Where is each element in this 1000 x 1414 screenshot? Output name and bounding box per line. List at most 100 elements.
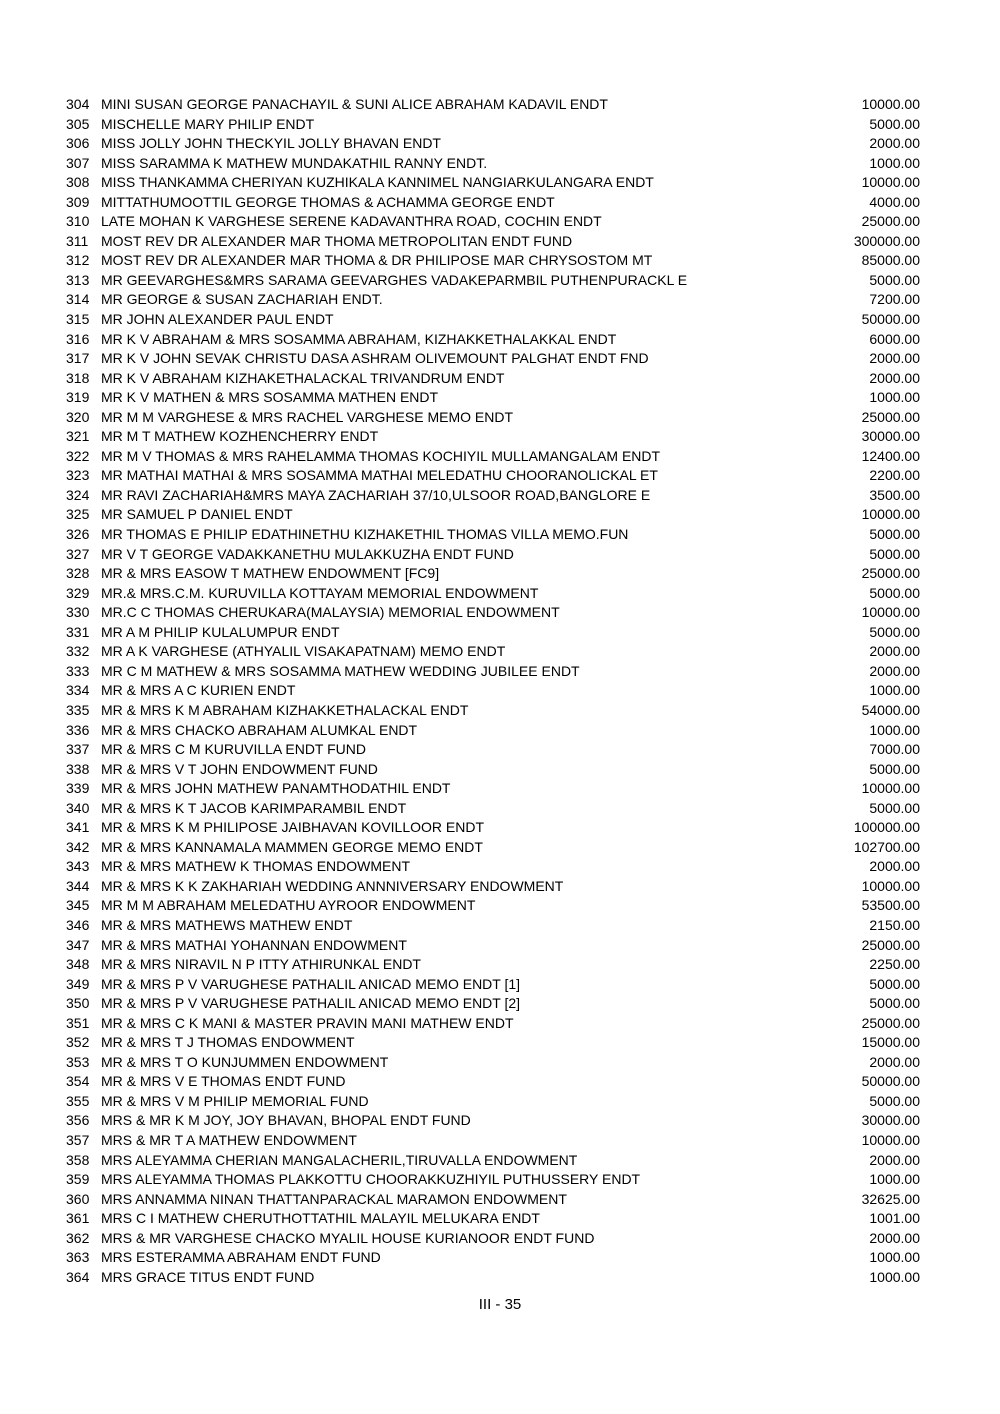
item-name: MR K V JOHN SEVAK CHRISTU DASA ASHRAM OL… xyxy=(101,350,649,367)
item-name: MR & MRS V M PHILIP MEMORIAL FUND xyxy=(101,1092,369,1109)
item-amount: 7200.00 xyxy=(869,291,920,308)
item-amount: 25000.00 xyxy=(861,1014,920,1031)
list-item: 329 MR.& MRS.C.M. KURUVILLA KOTTAYAM MEMO… xyxy=(0,584,1000,604)
item-number: 311 xyxy=(66,232,89,249)
item-number: 328 xyxy=(66,565,90,582)
item-name: MR MATHAI MATHAI & MRS SOSAMMA MATHAI ME… xyxy=(101,467,658,484)
item-number: 312 xyxy=(66,252,90,269)
item-number: 351 xyxy=(66,1014,90,1031)
item-number: 353 xyxy=(66,1053,90,1070)
item-name: MR M M ABRAHAM MELEDATHU AYROOR ENDOWMEN… xyxy=(101,897,476,914)
item-number: 325 xyxy=(66,506,90,523)
item-name: MITTATHUMOOTTIL GEORGE THOMAS & ACHAMMA … xyxy=(101,193,555,210)
item-name: MR K V ABRAHAM KIZHAKETHALACKAL TRIVANDR… xyxy=(101,369,505,386)
list-item: 360 MRS ANNAMMA NINAN THATTANPARACKAL MAR… xyxy=(0,1190,1000,1210)
item-amount: 2200.00 xyxy=(869,467,920,484)
list-item: 345 MR M M ABRAHAM MELEDATHU AYROOR ENDOW… xyxy=(0,896,1000,916)
list-item: 306 MISS JOLLY JOHN THECKYIL JOLLY BHAVAN… xyxy=(0,134,1000,154)
page-number: III - 35 xyxy=(478,1296,522,1313)
item-name: MR & MRS K T JACOB KARIMPARAMBIL ENDT xyxy=(101,799,407,816)
item-name: MISS JOLLY JOHN THECKYIL JOLLY BHAVAN EN… xyxy=(101,135,441,152)
item-number: 341 xyxy=(66,819,90,836)
item-number: 308 xyxy=(66,174,90,191)
item-number: 320 xyxy=(66,408,90,425)
list-item: 305 MISCHELLE MARY PHILIP ENDT 5000.00 xyxy=(0,115,1000,135)
list-item: 312 MOST REV DR ALEXANDER MAR THOMA & DR … xyxy=(0,251,1000,271)
item-name: MRS & MR VARGHESE CHACKO MYALIL HOUSE KU… xyxy=(101,1229,595,1246)
item-name: MR M M VARGHESE & MRS RACHEL VARGHESE ME… xyxy=(101,408,514,425)
list-item: 311 MOST REV DR ALEXANDER MAR THOMA METRO… xyxy=(0,232,1000,252)
item-name: MR & MRS EASOW T MATHEW ENDOWMENT [FC9] xyxy=(101,565,440,582)
item-number: 323 xyxy=(66,467,90,484)
item-amount: 100000.00 xyxy=(853,819,920,836)
item-amount: 5000.00 xyxy=(869,115,920,132)
list-item: 315 MR JOHN ALEXANDER PAUL ENDT 50000.00 xyxy=(0,310,1000,330)
item-amount: 10000.00 xyxy=(861,96,920,112)
item-amount: 10000.00 xyxy=(861,780,920,797)
list-item: 335 MR & MRS K M ABRAHAM KIZHAKKETHALACKA… xyxy=(0,701,1000,721)
item-number: 354 xyxy=(66,1073,90,1090)
list-item: 364 MRS GRACE TITUS ENDT FUND 1000.00 xyxy=(0,1268,1000,1288)
item-number: 326 xyxy=(66,526,90,543)
item-number: 309 xyxy=(66,193,90,210)
item-amount: 5000.00 xyxy=(869,760,920,777)
item-name: MRS & MR T A MATHEW ENDOWMENT xyxy=(101,1131,357,1148)
item-number: 317 xyxy=(66,350,90,367)
list-item: 317 MR K V JOHN SEVAK CHRISTU DASA ASHRAM… xyxy=(0,349,1000,369)
item-amount: 5000.00 xyxy=(869,1092,920,1109)
item-name: MISS SARAMMA K MATHEW MUNDAKATHIL RANNY … xyxy=(101,154,488,171)
list-item: 337 MR & MRS C M KURUVILLA ENDT FUND 7000.… xyxy=(0,740,1000,760)
item-name: MRS ANNAMMA NINAN THATTANPARACKAL MARAMO… xyxy=(101,1190,567,1207)
item-amount: 50000.00 xyxy=(861,1073,920,1090)
list-item: 324 MR RAVI ZACHARIAH&MRS MAYA ZACHARIAH … xyxy=(0,486,1000,506)
item-name: MR & MRS V T JOHN ENDOWMENT FUND xyxy=(101,760,378,777)
item-number: 342 xyxy=(66,838,90,855)
item-amount: 1000.00 xyxy=(869,1249,920,1266)
list-item: 350 MR & MRS P V VARUGHESE PATHALIL ANICA… xyxy=(0,994,1000,1014)
item-name: MRS & MR K M JOY, JOY BHAVAN, BHOPAL END… xyxy=(101,1112,471,1129)
item-amount: 3500.00 xyxy=(869,486,920,503)
item-name: MR K V MATHEN & MRS SOSAMMA MATHEN ENDT xyxy=(101,389,439,406)
item-number: 344 xyxy=(66,877,90,894)
item-amount: 5000.00 xyxy=(869,799,920,816)
list-item: 348 MR & MRS NIRAVIL N P ITTY ATHIRUNKAL … xyxy=(0,955,1000,975)
item-name: MR & MRS KANNAMALA MAMMEN GEORGE MEMO EN… xyxy=(101,838,483,855)
item-amount: 2000.00 xyxy=(869,1229,920,1246)
item-name: MR V T GEORGE VADAKKANETHU MULAKKUZHA EN… xyxy=(101,545,514,562)
list-item: 363 MRS ESTERAMMA ABRAHAM ENDT FUND 1000.0… xyxy=(0,1248,1000,1268)
item-name: MR & MRS K M ABRAHAM KIZHAKKETHALACKAL E… xyxy=(101,701,469,718)
list-item: 323 MR MATHAI MATHAI & MRS SOSAMMA MATHAI… xyxy=(0,466,1000,486)
item-name: MOST REV DR ALEXANDER MAR THOMA & DR PHI… xyxy=(101,252,653,269)
item-amount: 2000.00 xyxy=(869,643,920,660)
item-amount: 85000.00 xyxy=(861,252,920,269)
item-number: 358 xyxy=(66,1151,90,1168)
endowment-list: 304 MINI SUSAN GEORGE PANACHAYIL & SUNI A… xyxy=(0,95,1000,1287)
item-name: MR.C C THOMAS CHERUKARA(MALAYSIA) MEMORI… xyxy=(101,604,560,621)
item-number: 330 xyxy=(66,604,90,621)
item-number: 334 xyxy=(66,682,90,699)
list-item: 319 MR K V MATHEN & MRS SOSAMMA MATHEN EN… xyxy=(0,388,1000,408)
list-item: 310 LATE MOHAN K VARGHESE SERENE KADAVANT… xyxy=(0,212,1000,232)
list-item: 343 MR & MRS MATHEW K THOMAS ENDOWMENT 200… xyxy=(0,857,1000,877)
list-item: 325 MR SAMUEL P DANIEL ENDT 10000.00 xyxy=(0,505,1000,525)
list-item: 322 MR M V THOMAS & MRS RAHELAMMA THOMAS … xyxy=(0,447,1000,467)
list-item: 362 MRS & MR VARGHESE CHACKO MYALIL HOUSE… xyxy=(0,1229,1000,1249)
list-item: 326 MR THOMAS E PHILIP EDATHINETHU KIZHAK… xyxy=(0,525,1000,545)
list-item: 333 MR C M MATHEW & MRS SOSAMMA MATHEW WE… xyxy=(0,662,1000,682)
item-amount: 50000.00 xyxy=(861,311,920,328)
list-item: 314 MR GEORGE & SUSAN ZACHARIAH ENDT. 7200… xyxy=(0,290,1000,310)
item-amount: 25000.00 xyxy=(861,213,920,230)
item-amount: 15000.00 xyxy=(861,1034,920,1051)
item-name: MR & MRS T O KUNJUMMEN ENDOWMENT xyxy=(101,1053,389,1070)
item-name: MR & MRS MATHEWS MATHEW ENDT xyxy=(101,916,353,933)
item-amount: 7000.00 xyxy=(869,741,920,758)
item-amount: 6000.00 xyxy=(869,330,920,347)
item-name: MR A K VARGHESE (ATHYALIL VISAKAPATNAM) … xyxy=(101,643,506,660)
item-number: 324 xyxy=(66,486,90,503)
list-item: 304 MINI SUSAN GEORGE PANACHAYIL & SUNI A… xyxy=(0,95,1000,115)
item-amount: 1000.00 xyxy=(869,1171,920,1188)
item-name: MR K V ABRAHAM & MRS SOSAMMA ABRAHAM, KI… xyxy=(101,330,617,347)
item-name: MR RAVI ZACHARIAH&MRS MAYA ZACHARIAH 37/… xyxy=(101,486,651,503)
list-item: 328 MR & MRS EASOW T MATHEW ENDOWMENT [FC… xyxy=(0,564,1000,584)
item-amount: 5000.00 xyxy=(869,526,920,543)
